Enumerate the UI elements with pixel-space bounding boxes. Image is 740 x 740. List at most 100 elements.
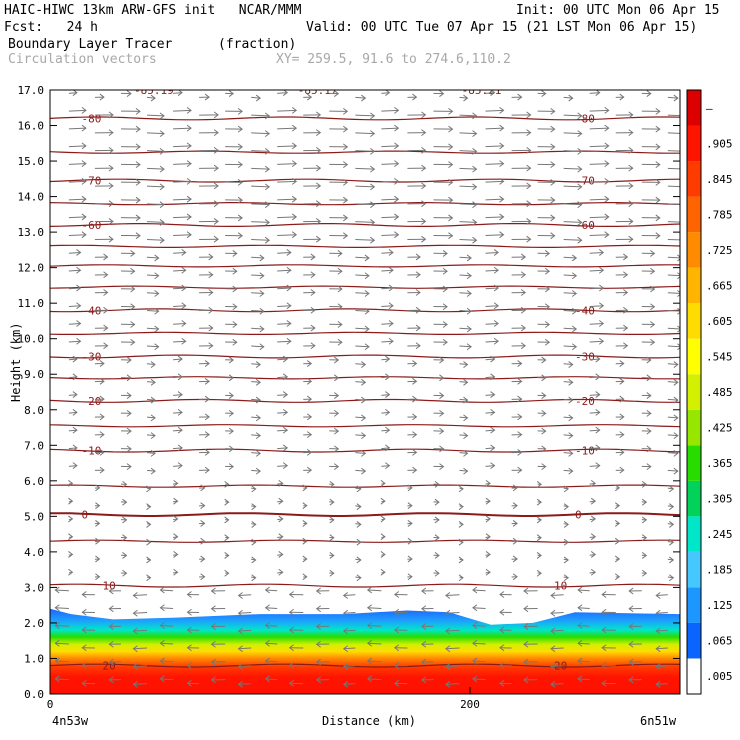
circulation-vector bbox=[355, 290, 370, 297]
circulation-vector bbox=[120, 232, 141, 240]
colorbar-label: .065 bbox=[706, 635, 733, 648]
circulation-vector bbox=[615, 253, 629, 261]
circulation-vector bbox=[523, 658, 538, 666]
circulation-vector bbox=[615, 413, 625, 421]
circulation-vector bbox=[381, 444, 391, 452]
circulation-vector bbox=[459, 272, 472, 280]
circulation-vector bbox=[199, 573, 206, 581]
circulation-vector bbox=[459, 449, 469, 457]
circulation-vector bbox=[563, 485, 569, 493]
circulation-vector bbox=[380, 533, 386, 541]
header-line2-left: Fcst: 24 h bbox=[4, 20, 98, 35]
circulation-vector bbox=[120, 90, 132, 97]
temperature-contour bbox=[50, 376, 680, 380]
circulation-vector bbox=[407, 484, 413, 492]
contour-label: -70 bbox=[82, 175, 102, 188]
circulation-vector bbox=[355, 272, 370, 280]
circulation-vector bbox=[614, 502, 621, 510]
circulation-vector bbox=[563, 325, 578, 333]
circulation-vector bbox=[172, 480, 179, 487]
circulation-vector bbox=[589, 533, 597, 541]
circulation-vector bbox=[120, 267, 136, 275]
circulation-vector bbox=[146, 467, 156, 475]
circulation-vector bbox=[94, 484, 101, 492]
circulation-vector bbox=[641, 303, 656, 311]
circulation-vector bbox=[224, 516, 230, 524]
circulation-vector bbox=[146, 183, 165, 191]
circulation-vector bbox=[589, 497, 597, 505]
circulation-vector bbox=[355, 201, 376, 209]
circulation-vector bbox=[277, 551, 284, 558]
circulation-vector bbox=[173, 90, 183, 96]
circulation-vector bbox=[277, 568, 284, 576]
circulation-vector bbox=[615, 342, 629, 350]
circulation-vector bbox=[433, 481, 440, 488]
circulation-vector bbox=[511, 520, 518, 527]
circulation-vector bbox=[68, 106, 87, 114]
circulation-vector bbox=[511, 413, 523, 421]
circulation-vector bbox=[563, 94, 574, 102]
circulation-vector bbox=[199, 146, 219, 154]
circulation-vector bbox=[355, 521, 362, 528]
circulation-vector bbox=[433, 498, 440, 506]
temperature-contour bbox=[50, 264, 680, 268]
circulation-vector bbox=[641, 161, 661, 169]
circulation-vector bbox=[94, 395, 105, 403]
circulation-vector bbox=[159, 604, 174, 612]
circulation-vector bbox=[366, 657, 382, 665]
x-axis-label: Distance (km) bbox=[322, 714, 416, 728]
circulation-vector bbox=[511, 200, 532, 208]
y-tick-label: 10.0 bbox=[18, 333, 45, 346]
contour-label: -80 bbox=[82, 112, 102, 125]
circulation-vector bbox=[132, 680, 148, 688]
circulation-vector bbox=[550, 663, 564, 670]
circulation-vector bbox=[615, 129, 634, 137]
circulation-vector bbox=[251, 290, 265, 297]
circulation-vector bbox=[459, 325, 472, 333]
circulation-vector bbox=[303, 164, 322, 172]
circulation-vector bbox=[264, 586, 278, 594]
circulation-vector bbox=[329, 303, 343, 311]
circulation-vector bbox=[68, 444, 78, 452]
circulation-vector bbox=[485, 106, 505, 114]
circulation-vector bbox=[563, 201, 583, 209]
circulation-vector bbox=[303, 342, 316, 350]
circulation-vector bbox=[433, 445, 445, 453]
circulation-vector bbox=[511, 324, 527, 332]
circulation-vector bbox=[94, 502, 101, 510]
circulation-vector bbox=[589, 355, 601, 363]
circulation-vector bbox=[445, 592, 460, 599]
circulation-vector bbox=[615, 360, 625, 367]
temperature-contour-0 bbox=[50, 512, 680, 517]
circulation-vector bbox=[485, 213, 505, 221]
circulation-vector bbox=[667, 150, 680, 152]
colorbar-label: – bbox=[706, 102, 713, 115]
colorbar-swatch bbox=[687, 267, 701, 304]
circulation-vector bbox=[173, 302, 187, 310]
circulation-vector bbox=[199, 377, 210, 385]
circulation-vector bbox=[173, 106, 192, 114]
circulation-vector bbox=[199, 520, 206, 527]
circulation-vector bbox=[407, 466, 418, 474]
circulation-vector bbox=[146, 325, 160, 333]
circulation-vector bbox=[407, 324, 421, 332]
circulation-vector bbox=[355, 254, 370, 262]
circulation-vector bbox=[199, 431, 210, 439]
circulation-vector bbox=[329, 481, 335, 488]
circulation-vector bbox=[277, 266, 292, 274]
circulation-vector bbox=[355, 325, 370, 333]
circulation-vector bbox=[342, 627, 356, 635]
circulation-vector bbox=[641, 338, 656, 346]
circulation-vector bbox=[277, 195, 298, 203]
circulation-vector bbox=[288, 626, 304, 634]
circulation-vector bbox=[641, 267, 656, 275]
contour-label: 10 bbox=[554, 580, 567, 593]
circulation-vector bbox=[641, 143, 661, 151]
circulation-vector bbox=[445, 609, 460, 617]
circulation-vector bbox=[68, 480, 74, 487]
circulation-vector bbox=[511, 271, 527, 279]
circulation-vector bbox=[537, 143, 556, 151]
circulation-vector bbox=[94, 431, 105, 439]
circulation-vector bbox=[303, 93, 313, 101]
circulation-vector bbox=[615, 164, 634, 172]
